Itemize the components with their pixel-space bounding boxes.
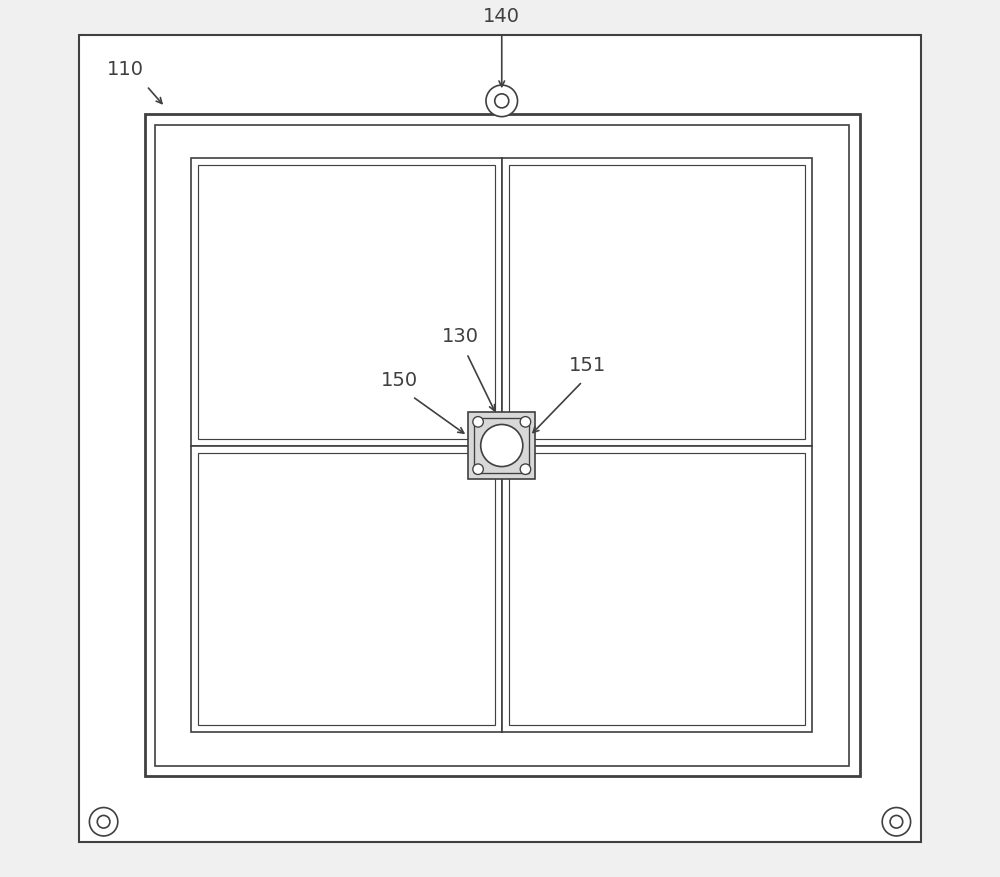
- Bar: [502, 446, 812, 732]
- Circle shape: [495, 94, 509, 108]
- Circle shape: [97, 816, 110, 828]
- Bar: [468, 412, 535, 479]
- Text: 150: 150: [381, 371, 418, 390]
- Bar: [509, 453, 805, 725]
- Circle shape: [890, 816, 903, 828]
- Bar: [509, 165, 805, 438]
- Bar: [502, 158, 812, 446]
- Circle shape: [473, 464, 483, 474]
- Circle shape: [882, 808, 911, 836]
- Bar: [198, 165, 495, 438]
- Circle shape: [473, 417, 483, 427]
- Bar: [198, 453, 495, 725]
- Bar: [474, 418, 529, 473]
- Circle shape: [89, 808, 118, 836]
- Text: 140: 140: [483, 7, 520, 26]
- Bar: [145, 114, 860, 776]
- Bar: [191, 446, 502, 732]
- Circle shape: [481, 424, 523, 467]
- Text: 151: 151: [569, 356, 606, 375]
- Circle shape: [520, 464, 531, 474]
- Circle shape: [486, 85, 518, 117]
- Circle shape: [520, 417, 531, 427]
- Bar: [155, 125, 849, 766]
- Bar: [191, 158, 502, 446]
- Text: 110: 110: [107, 60, 144, 79]
- Text: 130: 130: [442, 327, 479, 346]
